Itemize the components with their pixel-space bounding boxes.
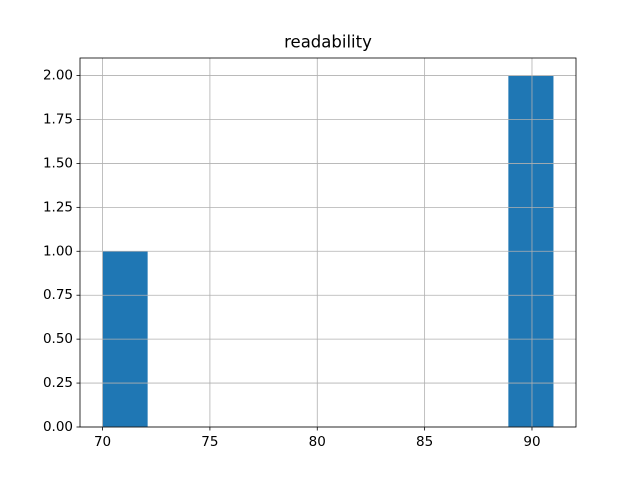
y-tick-label: 0.25 — [43, 375, 73, 391]
x-tick-label: 85 — [416, 434, 433, 450]
x-tick-label: 70 — [94, 434, 111, 450]
x-tick-label: 80 — [309, 434, 326, 450]
y-tick-label: 2.00 — [43, 68, 73, 84]
y-tick-label: 1.75 — [43, 112, 73, 128]
plot-frame — [79, 57, 577, 428]
y-tick-label: 0.75 — [43, 287, 73, 303]
chart-title: readability — [284, 33, 372, 52]
x-tick-label: 90 — [523, 434, 540, 450]
x-tick-label: 75 — [201, 434, 218, 450]
y-tick-label: 0.00 — [43, 419, 73, 435]
y-tick-label: 1.50 — [43, 155, 73, 171]
y-tick-label: 0.50 — [43, 331, 73, 347]
y-tick-label: 1.25 — [43, 199, 73, 215]
y-tick-label: 1.00 — [43, 243, 73, 259]
